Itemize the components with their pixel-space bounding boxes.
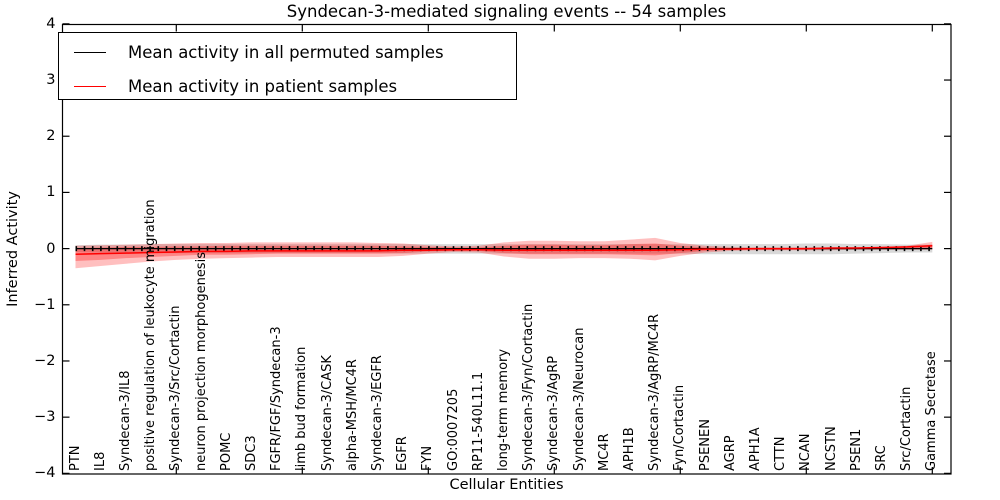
x-category-label: alpha-MSH/MC4R	[344, 359, 360, 471]
chart-title: Syndecan-3-mediated signaling events -- …	[286, 2, 727, 21]
y-tick-label: −4	[34, 465, 56, 482]
y-tick-label: −1	[34, 296, 56, 313]
x-category-label: Syndecan-3/Src/Cortactin	[168, 305, 184, 471]
legend: Mean activity in all permuted samples Me…	[58, 32, 517, 100]
x-category-label: SRC	[873, 445, 889, 471]
y-tick-label: 1	[46, 184, 56, 201]
x-category-label: Syndecan-3/IL8	[117, 370, 133, 471]
x-category-label: MC4R	[596, 433, 612, 471]
x-category-label: SDC3	[243, 435, 259, 471]
y-tick-label: 0	[46, 240, 56, 257]
x-category-label: IL8	[92, 451, 108, 471]
x-category-label: CTTN	[773, 436, 789, 471]
y-tick-label: 2	[46, 128, 56, 145]
x-category-label: NCSTN	[823, 426, 839, 471]
x-category-label: AGRP	[722, 435, 738, 471]
x-category-label: EGFR	[395, 436, 411, 471]
patient-line-swatch	[74, 86, 106, 87]
legend-label: Mean activity in patient samples	[128, 77, 398, 96]
x-category-label: PSEN1	[848, 428, 864, 471]
x-category-label: neuron projection morphogenesis	[193, 252, 209, 471]
x-category-label: APH1A	[747, 427, 763, 471]
x-category-label: PSENEN	[697, 419, 713, 471]
x-category-label: FGFR/FGF/Syndecan-3	[269, 326, 285, 471]
x-category-label: Gamma Secretase	[924, 351, 940, 471]
x-category-label: POMC	[218, 432, 234, 471]
x-category-label: Syndecan-3/EGFR	[369, 355, 385, 471]
plot-frame	[61, 23, 952, 475]
y-tick-label: 3	[46, 72, 56, 89]
x-category-label: Syndecan-3/AgRP	[546, 355, 562, 471]
x-category-label: Syndecan-3/Neurocan	[571, 327, 587, 471]
x-category-label: limb bud formation	[294, 346, 310, 471]
x-category-label: Syndecan-3/CASK	[319, 355, 335, 471]
x-category-label: Src/Cortactin	[899, 386, 915, 471]
x-category-label: APH1B	[621, 427, 637, 471]
x-category-label: Fyn/Cortactin	[672, 384, 688, 471]
x-category-label: NCAN	[798, 433, 814, 471]
series-line	[75, 245, 933, 255]
y-tick-label: 4	[46, 15, 56, 32]
x-axis-label: Cellular Entities	[449, 477, 564, 493]
x-category-label: PTN	[67, 445, 83, 471]
legend-label: Mean activity in all permuted samples	[128, 43, 444, 62]
y-tick-label: −2	[34, 352, 56, 369]
legend-item-patient: Mean activity in patient samples	[59, 75, 516, 99]
permuted-line-swatch	[74, 52, 106, 53]
x-category-label: Syndecan-3/Fyn/Cortactin	[521, 303, 537, 471]
x-category-label: RP11-540L11.1	[470, 371, 486, 471]
patient-samples-range-outer-band	[75, 237, 933, 269]
x-category-label: FYN	[420, 445, 436, 471]
x-category-label: GO:0007205	[445, 388, 461, 471]
y-tick-label: −3	[34, 409, 56, 426]
legend-item-permuted: Mean activity in all permuted samples	[59, 41, 516, 65]
x-category-label: Syndecan-3/AgRP/MC4R	[647, 313, 663, 471]
x-category-label: long-term memory	[495, 348, 511, 471]
x-category-label: positive regulation of leukocyte migrati…	[143, 199, 159, 471]
